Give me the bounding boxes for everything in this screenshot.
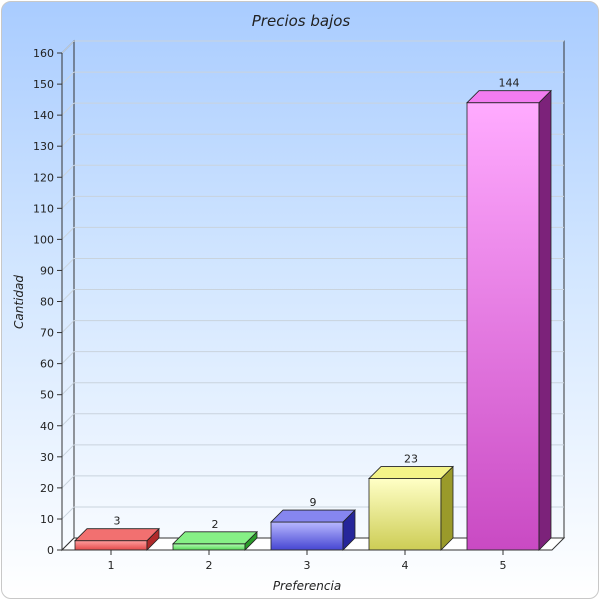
bar-5 [466,89,552,551]
gridline-side [61,382,75,396]
data-label: 2 [212,518,219,531]
gridline-side [61,195,75,209]
gridline-side [61,506,75,520]
bar-3 [270,509,356,551]
y-tick-label: 150 [33,78,54,91]
bar-1 [74,527,160,551]
gridline-side [61,258,75,271]
y-tick-label: 90 [40,264,54,277]
y-tick-label: 160 [33,47,54,60]
bar-side [440,465,454,551]
bar-2 [172,530,258,551]
y-tick-label: 70 [40,327,54,340]
y-tick-label: 130 [33,140,54,153]
gridline-side [61,413,75,427]
x-tick-label: 4 [402,559,409,572]
bar-top [172,531,258,545]
gridline-side [61,351,75,364]
y-tick-label: 60 [40,358,54,371]
data-label: 23 [404,453,418,466]
y-tick-label: 100 [33,233,54,246]
y-axis-label: Cantidad [12,275,26,329]
bar-top [74,528,160,542]
bar-front [172,543,246,551]
gridline-side [61,444,75,458]
y-tick-label: 30 [40,451,54,464]
x-tick-label: 3 [304,559,311,572]
bar-side [538,89,552,551]
y-tick-label: 0 [47,544,54,557]
gridline-side [61,71,75,85]
x-tick-label: 5 [500,559,507,572]
y-tick-label: 20 [40,482,54,495]
gridline-side [61,289,75,302]
bar-top [466,90,552,104]
gridline-side [61,320,75,333]
gridline-side [61,475,75,489]
gridline-side [61,102,75,116]
gridline-side [61,133,75,147]
data-label: 9 [310,496,317,509]
bar-front [368,478,442,551]
x-axis-label: Preferencia [273,579,341,593]
y-tick-label: 110 [33,202,54,215]
x-tick-label: 1 [108,559,115,572]
y-tick-label: 140 [33,109,54,122]
x-tick-label: 2 [206,559,213,572]
y-tick-label: 40 [40,420,54,433]
chart-title: Precios bajos [252,12,351,30]
gridline-side [61,227,75,240]
bar-4 [368,465,454,551]
bar-front [74,540,148,551]
bar-front [270,521,344,551]
gridline-side [61,164,75,178]
data-label: 3 [114,515,121,528]
y-tick-label: 10 [40,513,54,526]
y-tick-label: 120 [33,171,54,184]
data-label: 144 [499,77,520,90]
y-tick-label: 50 [40,389,54,402]
y-tick-label: 80 [40,296,54,309]
plot-area: 0 10 20 30 40 50 60 70 80 90 100 110 120 130 140 150 160… [33,39,566,572]
gridline-side [61,40,75,54]
bar-top [270,509,356,523]
bar-front [466,102,540,551]
bar-top [368,466,454,479]
